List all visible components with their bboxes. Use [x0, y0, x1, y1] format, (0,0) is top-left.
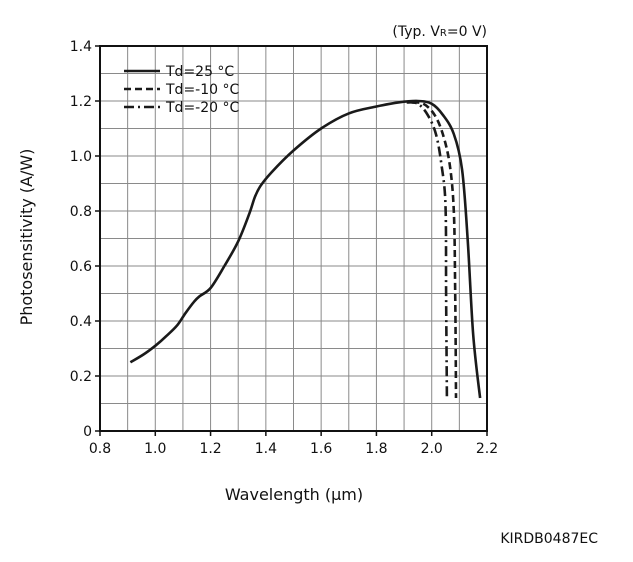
x-tick-label: 0.8 — [89, 441, 111, 457]
legend-label: Td=-20 °C — [165, 100, 239, 116]
x-tick-label: 2.2 — [476, 441, 498, 457]
x-axis-label: Wavelength (μm) — [225, 485, 363, 504]
legend-label: Td=-10 °C — [165, 82, 239, 98]
conditions-note: (Typ. VR=0 V) — [392, 24, 487, 40]
y-tick-label: 1.4 — [70, 39, 92, 55]
plot-frame — [99, 45, 488, 432]
y-tick-label: 0 — [83, 424, 92, 440]
y-tick-label: 1.2 — [70, 94, 92, 110]
chart-grid — [100, 46, 487, 431]
y-tick-label: 1.0 — [70, 149, 92, 165]
y-axis-label: Photosensitivity (A/W) — [17, 149, 36, 326]
chart-ticks: 0.8 1.0 1.2 1.4 1.6 1.8 2.0 2.2 0 0.2 0.4 0.6 0.8 1.0… — [70, 39, 498, 457]
y-tick-label: 0.6 — [70, 259, 92, 275]
series-line-td-minus-10c — [412, 101, 458, 399]
x-tick-label: 2.0 — [421, 441, 443, 457]
y-tick-label: 0.4 — [70, 314, 92, 330]
series-line-td-25c — [129, 99, 482, 399]
y-tick-label: 0.8 — [70, 204, 92, 220]
series-line-td-minus-20c — [406, 101, 449, 399]
x-tick-label: 1.0 — [144, 441, 166, 457]
x-tick-label: 1.8 — [365, 441, 387, 457]
chart-series — [129, 99, 482, 399]
x-tick-label: 1.4 — [255, 441, 277, 457]
chart-legend: Td=25 °C Td=-10 °C Td=-20 °C — [124, 64, 239, 116]
x-tick-label: 1.6 — [310, 441, 332, 457]
x-tick-label: 1.2 — [199, 441, 221, 457]
figure-code: KIRDB0487EC — [500, 531, 598, 547]
legend-label: Td=25 °C — [165, 64, 234, 80]
y-tick-label: 0.2 — [70, 369, 92, 385]
